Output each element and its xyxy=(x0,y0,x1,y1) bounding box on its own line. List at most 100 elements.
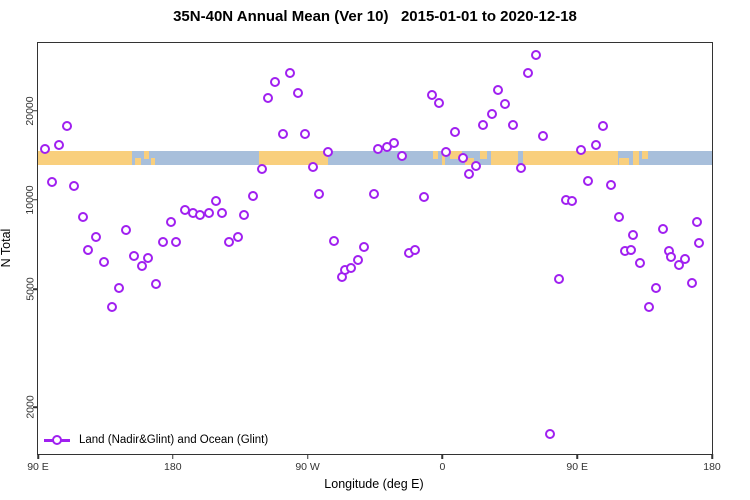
data-point xyxy=(232,231,243,242)
map-band-land-patch xyxy=(151,157,155,166)
x-tick-label: 180 xyxy=(703,461,721,473)
map-band-land-patch xyxy=(479,151,488,160)
map-band-land-patch xyxy=(449,151,462,160)
y-tick-label: 10000 xyxy=(24,185,36,215)
y-tick xyxy=(33,109,38,112)
data-point xyxy=(120,225,131,236)
legend-label: Land (Nadir&Glint) and Ocean (Glint) xyxy=(79,434,269,446)
data-point xyxy=(68,181,79,192)
data-point xyxy=(238,210,249,221)
y-tick xyxy=(33,406,38,408)
data-point xyxy=(686,277,697,288)
data-point xyxy=(83,244,94,255)
data-point xyxy=(257,164,268,175)
legend-marker-icon xyxy=(44,434,70,446)
data-point xyxy=(665,251,676,262)
data-point xyxy=(537,131,548,142)
data-point xyxy=(522,67,533,78)
x-tick-label: 90 E xyxy=(566,461,588,473)
x-tick xyxy=(441,454,444,459)
map-band-land-patch xyxy=(464,157,474,166)
y-tick xyxy=(33,199,38,201)
data-point xyxy=(352,254,363,265)
data-point xyxy=(625,244,636,255)
data-point xyxy=(210,196,221,207)
map-band-ocean-segment xyxy=(132,151,259,166)
data-point xyxy=(605,180,616,191)
data-point xyxy=(691,217,702,228)
data-point xyxy=(46,176,57,187)
data-point xyxy=(500,98,510,109)
data-point xyxy=(634,257,645,268)
data-point xyxy=(463,169,474,180)
map-band-land-patch xyxy=(641,151,649,160)
data-point xyxy=(170,237,181,248)
x-tick-label: 180 xyxy=(164,461,182,473)
data-point xyxy=(62,121,73,132)
data-point xyxy=(643,301,654,312)
data-point xyxy=(129,250,139,261)
data-point xyxy=(248,191,259,202)
data-point xyxy=(136,260,147,271)
data-point xyxy=(313,189,324,200)
data-point xyxy=(216,208,227,219)
data-point xyxy=(269,76,280,87)
data-point xyxy=(507,119,518,130)
data-point xyxy=(278,128,289,139)
map-band-ocean-segment xyxy=(618,151,712,166)
data-point xyxy=(322,147,333,158)
data-point xyxy=(590,140,601,151)
plot-area: 90 E 180 90 W 0 90 E 180 2000 5000 10000 20000 La… xyxy=(24,42,721,473)
data-point xyxy=(77,212,88,223)
map-band-ocean-patch xyxy=(518,151,523,166)
data-point xyxy=(553,273,564,284)
data-point xyxy=(597,121,608,132)
data-point xyxy=(544,429,555,440)
data-point xyxy=(99,256,110,267)
y-axis-title: N Total xyxy=(0,228,13,268)
x-tick xyxy=(306,454,309,459)
data-point xyxy=(142,252,153,263)
data-point xyxy=(470,161,481,172)
x-tick-label: 90 W xyxy=(295,461,320,473)
data-point xyxy=(650,282,661,293)
data-point xyxy=(396,150,407,161)
data-point xyxy=(223,237,234,248)
data-point xyxy=(300,128,311,139)
map-band-land-patch xyxy=(432,151,438,160)
data-point xyxy=(389,138,400,149)
data-point xyxy=(158,237,169,248)
data-point xyxy=(477,119,488,130)
legend: Land (Nadir&Glint) and Ocean (Glint) xyxy=(44,434,268,446)
data-point xyxy=(90,231,101,242)
data-point xyxy=(151,278,162,289)
map-band-land-patch xyxy=(134,157,142,166)
y-tick-label: 20000 xyxy=(24,96,36,126)
data-point xyxy=(440,147,451,158)
data-point xyxy=(531,50,541,61)
data-point xyxy=(106,301,117,312)
data-point xyxy=(345,262,356,273)
data-point xyxy=(328,235,339,246)
data-point xyxy=(307,162,318,173)
data-point xyxy=(418,192,429,203)
data-point xyxy=(53,140,64,151)
data-point xyxy=(566,196,577,207)
x-tick xyxy=(576,454,578,459)
data-point xyxy=(433,97,444,108)
data-point xyxy=(293,87,303,98)
map-band-land-segment xyxy=(38,151,133,166)
x-tick xyxy=(172,454,174,459)
data-point xyxy=(515,163,526,174)
x-tick-label: 0 xyxy=(439,461,446,473)
data-point xyxy=(449,126,460,137)
data-point xyxy=(114,282,125,293)
map-band-land-segment xyxy=(490,151,619,166)
data-point xyxy=(166,217,176,228)
data-point xyxy=(263,92,274,103)
data-point xyxy=(427,89,438,100)
x-axis-title: Longitude (deg E) xyxy=(324,477,424,491)
y-tick xyxy=(33,288,38,290)
x-tick xyxy=(711,454,713,459)
